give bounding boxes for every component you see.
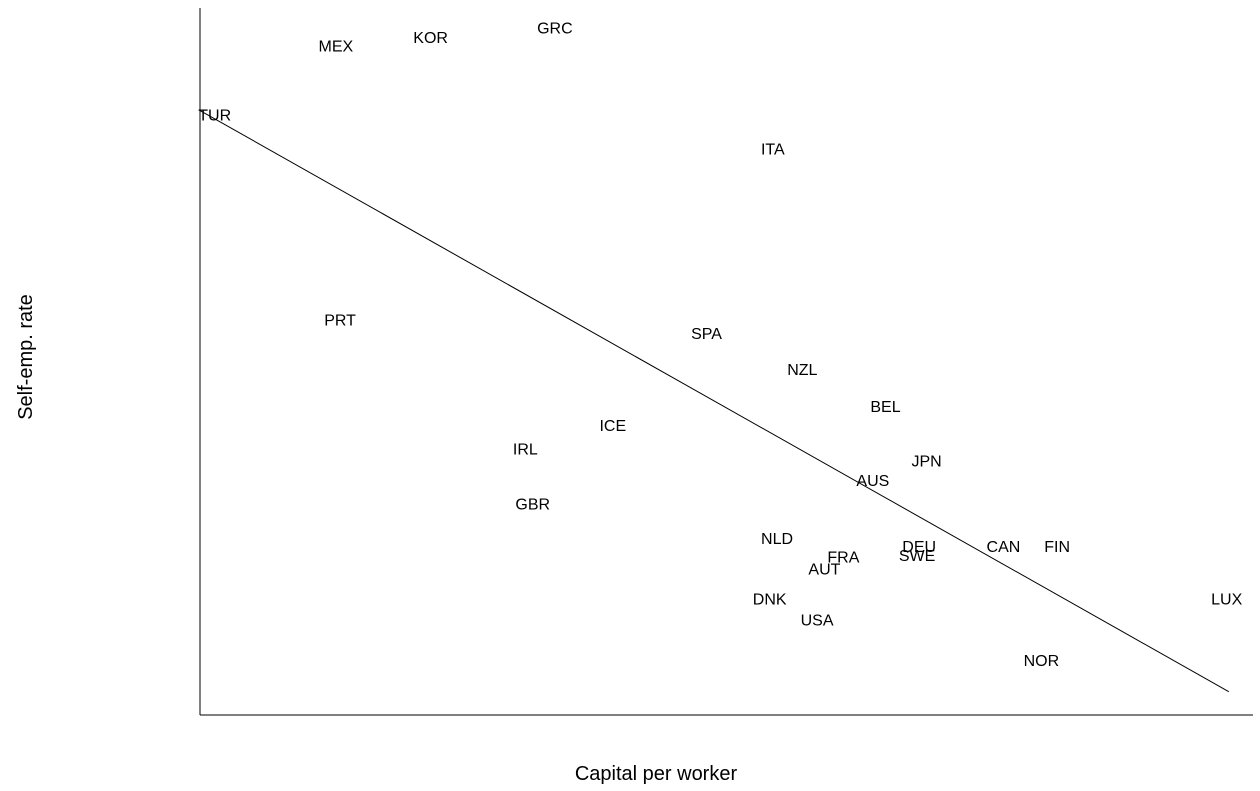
point-label-ita: ITA (761, 142, 785, 159)
point-label-deu: DEU (902, 539, 936, 556)
point-label-spa: SPA (691, 326, 722, 343)
point-label-bel: BEL (870, 399, 900, 416)
point-label-lux: LUX (1211, 591, 1242, 608)
point-label-mex: MEX (319, 38, 354, 55)
point-label-grc: GRC (537, 21, 573, 38)
regression-line (199, 110, 1230, 693)
point-label-fin: FIN (1044, 539, 1070, 556)
point-label-swe: SWE (899, 548, 935, 565)
point-label-ice: ICE (599, 418, 626, 435)
point-label-nld: NLD (761, 531, 793, 548)
point-label-nor: NOR (1024, 653, 1060, 670)
point-label-aus: AUS (856, 473, 889, 490)
point-label-tur: TUR (198, 108, 231, 125)
y-axis-title: Self-emp. rate (15, 294, 37, 420)
point-label-kor: KOR (413, 30, 448, 47)
x-axis-title: Capital per worker (575, 763, 738, 785)
point-label-aut: AUT (808, 562, 840, 579)
point-label-nzl: NZL (787, 362, 817, 379)
point-label-dnk: DNK (753, 591, 787, 608)
point-label-prt: PRT (324, 313, 356, 330)
point-label-fra: FRA (827, 550, 859, 567)
point-label-jpn: JPN (911, 453, 941, 470)
point-labels: MEX KOR GRC TUR ITA PRT SPA NZL BEL ICE IRL JPN AUS G… (198, 21, 1242, 670)
point-label-gbr: GBR (515, 497, 550, 514)
point-label-usa: USA (801, 612, 834, 629)
point-label-irl: IRL (513, 441, 538, 458)
point-label-can: CAN (987, 539, 1021, 556)
